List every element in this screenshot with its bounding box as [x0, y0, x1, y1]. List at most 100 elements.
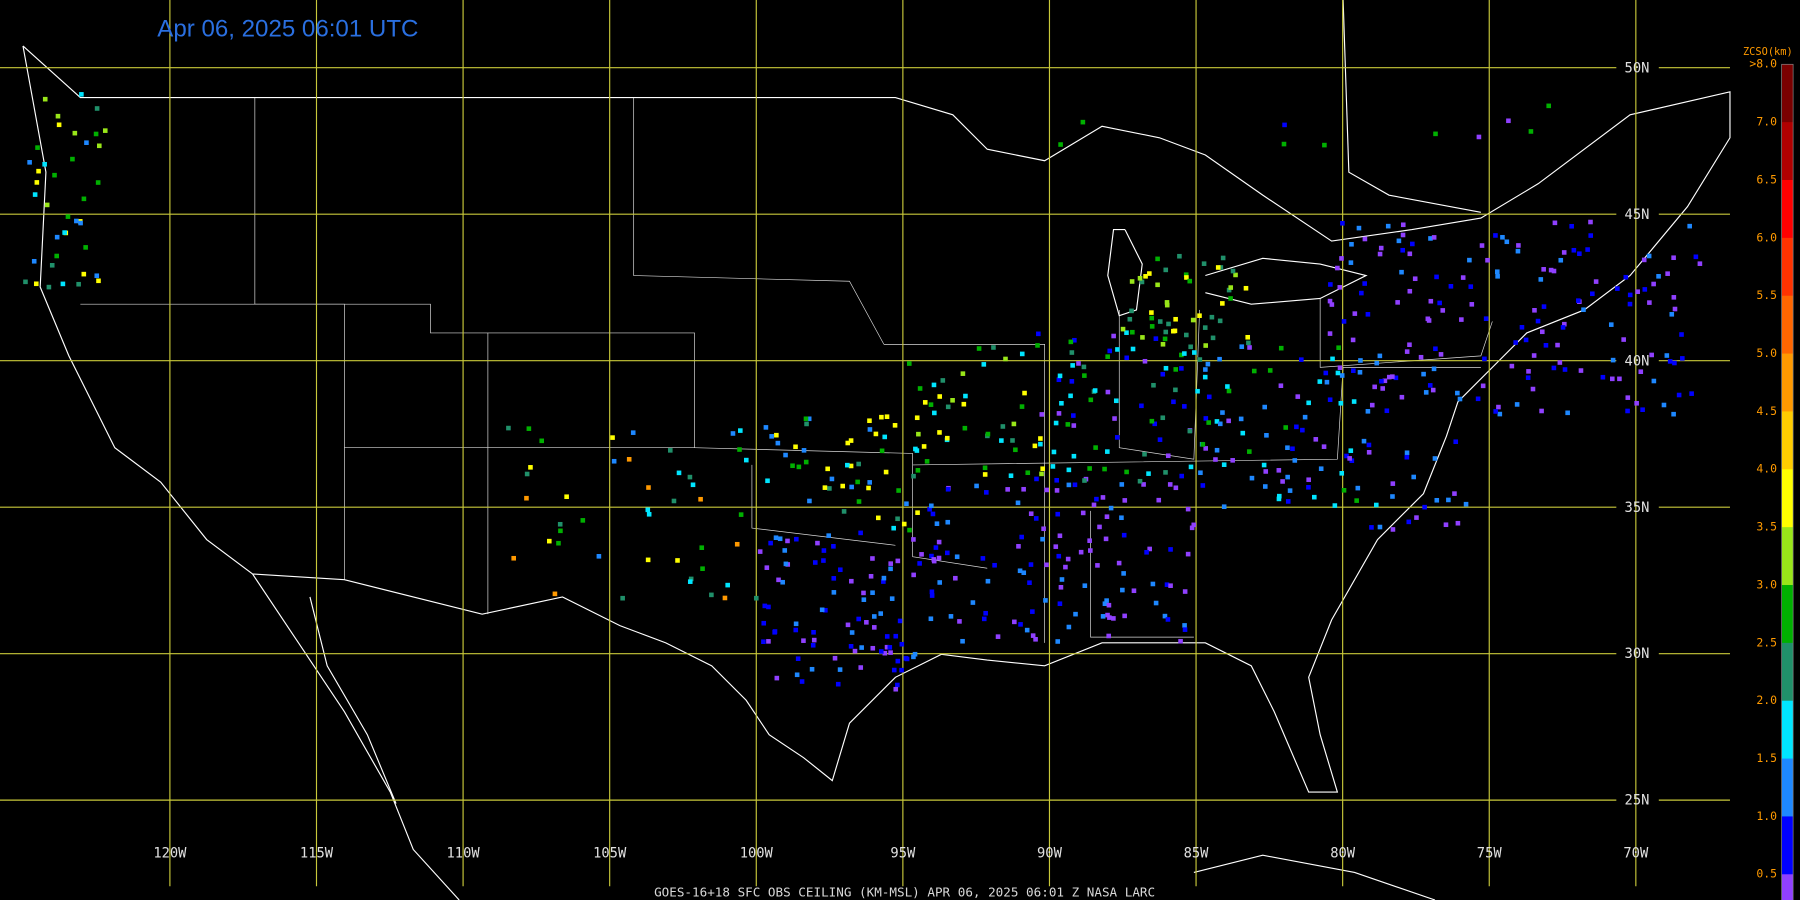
station-dot — [974, 483, 979, 489]
station-dot — [1267, 368, 1273, 373]
station-dot — [982, 472, 988, 477]
station-dot — [931, 382, 937, 388]
station-dot — [761, 639, 766, 645]
station-dot — [1108, 505, 1114, 511]
station-dot — [896, 488, 901, 493]
station-dot — [1302, 414, 1308, 420]
station-dot — [1184, 275, 1189, 280]
station-dot — [62, 230, 67, 235]
station-dot — [861, 597, 867, 602]
station-dot — [1339, 256, 1344, 261]
station-dot — [1336, 345, 1341, 351]
station-dot — [1276, 468, 1282, 473]
station-dot — [1446, 497, 1451, 503]
station-dot — [1011, 421, 1017, 427]
station-dot — [1076, 361, 1081, 366]
station-dot — [97, 143, 102, 149]
station-dot — [1217, 318, 1223, 324]
station-dot — [1137, 478, 1143, 484]
station-dot — [1230, 458, 1235, 463]
station-dot — [1504, 239, 1510, 245]
station-dot — [1080, 510, 1086, 516]
station-dot — [1426, 318, 1432, 323]
station-dot — [1197, 357, 1203, 362]
baja — [309, 596, 397, 804]
station-dot — [1323, 370, 1329, 376]
station-dot — [1338, 400, 1344, 406]
station-dot — [1210, 335, 1216, 341]
station-dot — [1457, 396, 1463, 402]
station-dot — [1339, 373, 1345, 378]
station-dot — [1155, 282, 1160, 288]
station-dot — [793, 621, 799, 627]
station-dot — [1191, 522, 1197, 528]
station-dot — [761, 620, 767, 626]
station-dot — [1033, 516, 1039, 521]
legend-tick-label: 5.0 — [1756, 346, 1777, 360]
station-dot — [687, 474, 693, 480]
station-dot — [27, 160, 32, 165]
station-dot — [675, 558, 680, 563]
station-dot — [1541, 304, 1547, 309]
station-dot — [1092, 388, 1098, 393]
station-dot — [845, 462, 850, 468]
station-dot — [611, 458, 617, 464]
station-dot — [83, 245, 88, 250]
station-dot — [810, 642, 816, 648]
station-dot — [1182, 351, 1187, 356]
legend-swatch — [1781, 758, 1794, 818]
state-line — [1319, 298, 1493, 368]
station-dot — [859, 645, 864, 650]
station-dot — [1539, 408, 1544, 414]
legend-swatch — [1781, 700, 1794, 760]
station-dot — [1017, 568, 1023, 574]
station-dot — [1538, 277, 1544, 282]
station-dot — [757, 549, 763, 554]
station-dot — [1373, 502, 1379, 508]
station-dot — [1010, 438, 1015, 443]
station-dot — [1555, 342, 1560, 348]
station-dot — [1433, 346, 1438, 352]
station-dot — [924, 459, 930, 464]
station-dot — [1355, 485, 1361, 491]
latitude-label: 50N — [1625, 60, 1650, 76]
station-dot — [49, 262, 55, 268]
station-dot — [46, 284, 52, 290]
station-dot — [930, 511, 936, 517]
station-dot — [895, 682, 900, 688]
station-dot — [772, 630, 777, 635]
station-dot — [829, 476, 835, 482]
station-dot — [867, 418, 872, 424]
station-dot — [911, 572, 916, 578]
station-dot — [1068, 393, 1073, 399]
station-dot — [1152, 421, 1158, 427]
station-dot — [1482, 356, 1487, 362]
station-dot — [868, 573, 874, 579]
station-dot — [1365, 312, 1371, 317]
station-dot — [950, 397, 955, 403]
station-dot — [1203, 367, 1208, 372]
station-dot — [893, 686, 899, 692]
station-dot — [1182, 623, 1187, 628]
station-dot — [1071, 423, 1077, 428]
station-dot — [1028, 511, 1034, 517]
station-dot — [1124, 330, 1129, 335]
station-dot — [1178, 638, 1183, 644]
station-dot — [72, 130, 78, 136]
station-dot — [1038, 436, 1043, 441]
station-dot — [630, 430, 636, 435]
station-dot — [1058, 585, 1064, 590]
station-dot — [1203, 343, 1208, 348]
station-dot — [564, 494, 569, 500]
station-dot — [1344, 453, 1349, 459]
station-dot — [1187, 278, 1193, 284]
station-dot — [1359, 290, 1364, 296]
station-dot — [1608, 322, 1614, 327]
legend-tick-label: >8.0 — [1749, 57, 1777, 71]
station-dot — [1203, 446, 1208, 451]
station-dot — [845, 440, 851, 446]
station-dot — [1115, 347, 1120, 352]
station-dot — [858, 530, 863, 536]
station-dot — [1051, 449, 1057, 455]
legend-swatch — [1781, 237, 1794, 297]
